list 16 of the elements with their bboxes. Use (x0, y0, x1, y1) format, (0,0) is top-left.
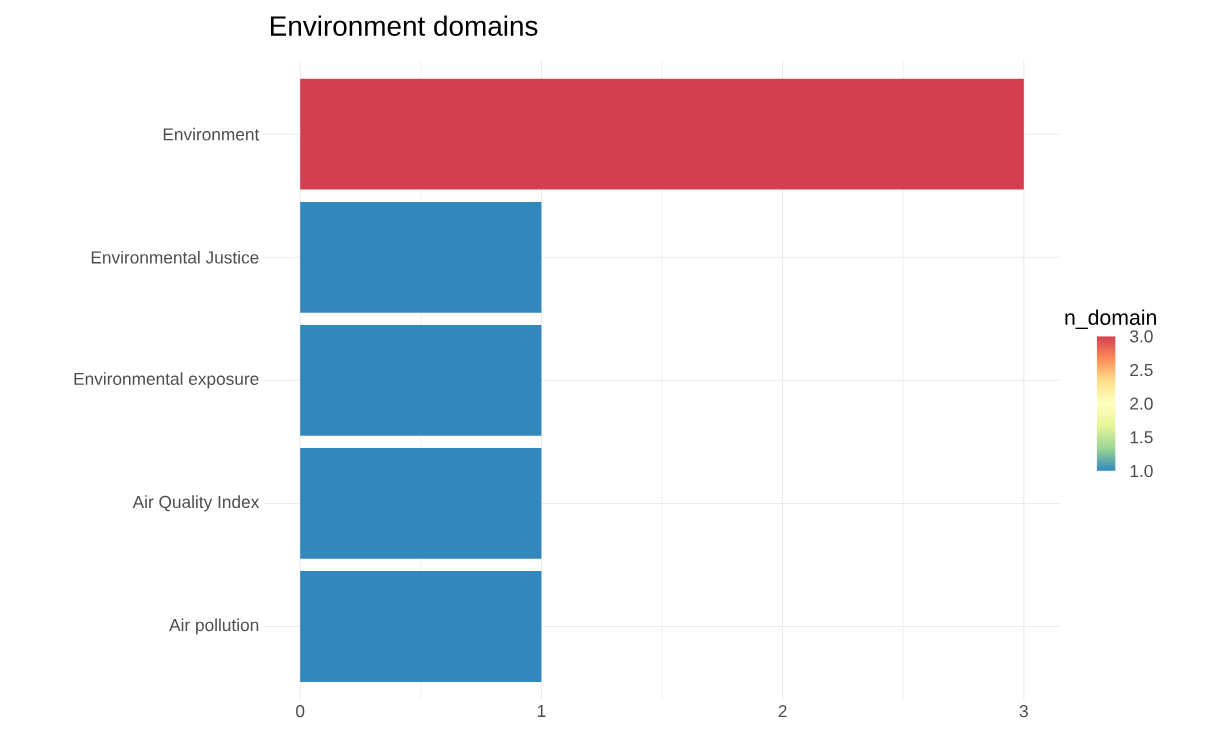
x-tick-label: 1 (537, 705, 546, 717)
color-bar-title: n_domain (1065, 309, 1156, 330)
y-tick-label: Air pollution (169, 618, 259, 635)
chart-title: Environment domains (270, 15, 538, 36)
x-tick-label: 0 (296, 705, 305, 718)
x-tick-label: 2 (778, 705, 787, 718)
color-bar-label: 1.0 (1130, 464, 1153, 478)
y-tick-label: Environment (163, 127, 260, 141)
color-bar-label: 1.5 (1130, 431, 1153, 444)
y-tick-label: Environmental Justice (91, 250, 259, 264)
color-bar-label: 2.5 (1130, 363, 1153, 377)
color-bar-label: 3.0 (1130, 330, 1153, 343)
x-tick-label: 3 (1019, 705, 1028, 718)
y-tick-label: Environmental exposure (74, 372, 259, 389)
color-bar-label: 2.0 (1130, 397, 1153, 410)
y-tick-label: Air Quality Index (132, 495, 260, 512)
